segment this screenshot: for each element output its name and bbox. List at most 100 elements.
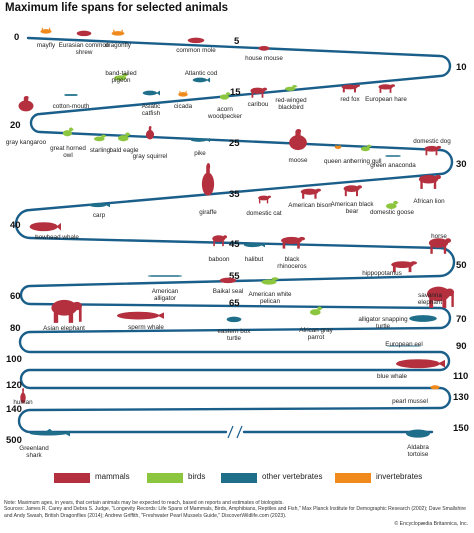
animal-label: carp [92, 212, 106, 219]
scale-500: 500 [6, 435, 22, 446]
animal-label: European hare [365, 96, 407, 103]
animal-label: sperm whale [128, 324, 164, 331]
scale-120: 120 [6, 380, 22, 391]
animal-label: Aldabra tortoise [407, 444, 429, 458]
owl-icon [62, 127, 74, 137]
animal-label: herring gull [350, 158, 382, 165]
animal-label: Greenland shark [19, 445, 49, 459]
scale-45: 45 [229, 239, 240, 250]
animal-label: common mole [176, 47, 216, 54]
legend-label-mammals: mammals [95, 472, 130, 481]
scale-90: 90 [456, 341, 467, 352]
pigeon-icon [114, 73, 129, 81]
snapping-turtle-icon [409, 315, 437, 322]
animal-label: American bison [288, 202, 332, 209]
scale-30: 30 [456, 159, 467, 170]
legend-label-invertebrates: invertebrates [376, 472, 423, 481]
animal-label: hippopotamus [362, 270, 402, 277]
animal-label: green anaconda [370, 162, 416, 169]
animal-label: Baikal seal [212, 288, 244, 295]
animal-label: African gray parrot [299, 327, 333, 341]
goose-icon [385, 200, 399, 209]
mole-icon [187, 37, 205, 44]
animal-label: house mouse [245, 55, 283, 62]
scale-70: 70 [456, 314, 467, 325]
baboon-icon [212, 235, 227, 247]
caribou-icon [250, 87, 267, 98]
lion-icon [418, 174, 441, 189]
animal-label: Asiatic catfish [141, 103, 161, 117]
sources-text: Sources: James R. Carey and Debra S. Jud… [4, 506, 466, 519]
fox-icon [341, 84, 360, 93]
tortoise-icon [406, 429, 430, 438]
scale-20: 20 [10, 120, 21, 131]
animal-label: savanna elephant [417, 292, 443, 306]
animal-label: bowhead whale [35, 234, 79, 241]
scale-5: 5 [234, 36, 240, 47]
animal-label: black rhinoceros [277, 256, 307, 270]
savanna-elephant-icon [427, 286, 455, 308]
rhino-icon [281, 236, 305, 249]
scale-15: 15 [230, 87, 241, 98]
human-icon [20, 388, 26, 404]
box-turtle-icon [226, 316, 242, 323]
eagle-icon [117, 132, 131, 142]
cat-icon [258, 195, 271, 204]
squirrel-icon [145, 126, 155, 140]
note-text: Note: Maximum ages, in years, that certa… [4, 500, 284, 506]
animal-label: blue whale [376, 373, 408, 380]
sperm-whale-icon [116, 311, 164, 320]
parrot-icon [309, 306, 323, 316]
anaconda-icon [385, 155, 401, 157]
elephant-icon [51, 299, 82, 323]
moose-icon [289, 129, 307, 151]
animal-label: cicada [173, 103, 193, 110]
chart-title: Maximum life spans for selected animals [5, 2, 229, 14]
legend-label-birds: birds [188, 472, 206, 481]
blue-whale-icon [396, 359, 445, 369]
legend-swatch-invertebrates [335, 473, 371, 483]
life-span-track [14, 36, 456, 439]
halibut-icon [243, 242, 265, 248]
copyright-credit: © Encyclopædia Britannica, Inc. [394, 521, 468, 527]
animal-label: Atlantic cod [184, 70, 218, 77]
catfish-icon [142, 90, 160, 96]
animal-label: alligator snapping turtle [358, 316, 408, 330]
scale-10: 10 [456, 62, 467, 73]
hare-icon [378, 84, 395, 93]
seal-icon [219, 277, 237, 284]
animal-label: band-tailed pigeon [105, 70, 137, 84]
cicada-icon [178, 90, 188, 97]
animal-label: caribou [247, 101, 269, 108]
scale-80: 80 [10, 323, 21, 334]
legend-swatch-mammals [54, 473, 90, 483]
pelican-icon [261, 277, 280, 285]
kangaroo-icon [18, 96, 34, 112]
animal-label: European eel [385, 341, 423, 348]
woodpecker-icon [219, 92, 231, 100]
animal-label: bald eagle [109, 147, 139, 154]
animal-label: domestic goose [369, 209, 415, 216]
scale-40: 40 [10, 220, 21, 231]
animal-label: American black bear [330, 201, 374, 215]
scale-140: 140 [6, 404, 22, 415]
scale-55: 55 [229, 271, 240, 282]
animal-label: dragonfly [105, 42, 131, 49]
scale-150: 150 [453, 423, 469, 434]
legend-swatch-birds [147, 473, 183, 483]
scale-130: 130 [453, 392, 469, 403]
blackbird-icon [284, 84, 298, 91]
dog-icon [424, 145, 441, 156]
animal-label: acorn woodpecker [208, 106, 242, 120]
animal-label: domestic cat [246, 210, 282, 217]
scale-0: 0 [14, 32, 20, 43]
legend-swatch-other-vertebrates [221, 473, 257, 483]
scale-110: 110 [453, 371, 469, 382]
animal-label: baboon [208, 256, 230, 263]
animal-label: Eurasian common shrew [58, 42, 110, 56]
animal-label: cotton-mouth [52, 103, 90, 110]
bison-icon [300, 188, 321, 199]
animal-label: eastern box turtle [217, 328, 251, 342]
carp-icon [88, 202, 110, 208]
animal-label: red fox [340, 96, 360, 103]
